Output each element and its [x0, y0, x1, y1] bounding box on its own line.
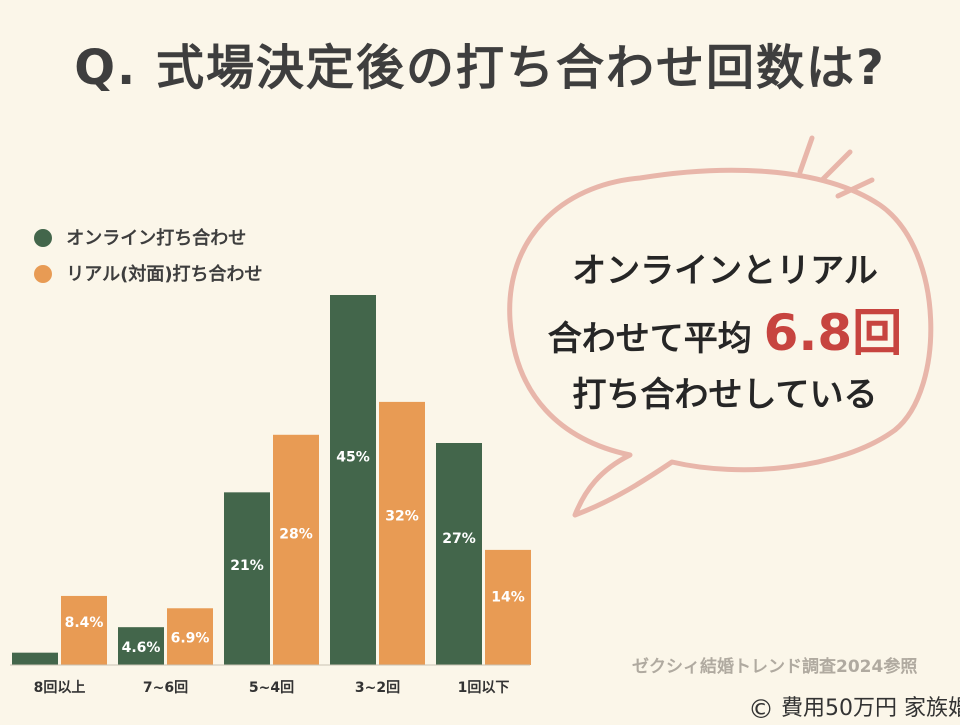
bar-online-3 [330, 295, 376, 665]
bar-online-2 [224, 492, 270, 665]
bar-online-1 [118, 627, 164, 665]
data-label-online-3: 45% [336, 450, 370, 466]
legend-item-real: リアル(対面)打ち合わせ [34, 260, 263, 286]
data-label-real-0: 8.4% [65, 615, 104, 631]
legend-label-real: リアル(対面)打ち合わせ [66, 264, 263, 285]
legend-swatch-online [34, 229, 52, 247]
bar-real-4 [485, 549, 531, 665]
bubble-line-2-prefix: 合わせて平均 [547, 319, 752, 359]
bubble-line-2: 合わせて平均 6.8回 [515, 302, 935, 364]
data-label-online-2: 21% [230, 558, 264, 574]
bubble-average-value: 6.8回 [763, 304, 903, 362]
bar-real-1 [167, 608, 213, 665]
data-label-real-1: 6.9% [171, 631, 210, 647]
bar-online-0 [12, 652, 58, 665]
bubble-accent-mark [835, 177, 875, 199]
data-label-real-4: 14% [491, 590, 525, 606]
speech-bubble [507, 167, 934, 518]
bar-real-3 [379, 401, 425, 665]
category-label-4: 1回以下 [458, 680, 510, 696]
bar-real-2 [273, 434, 319, 665]
data-label-real-2: 28% [279, 526, 313, 542]
data-label-real-3: 32% [385, 508, 419, 524]
bubble-accent-mark [797, 135, 815, 175]
brand-name: 費用50万円 家族婚 [781, 696, 960, 721]
bar-online-4 [436, 443, 482, 665]
bubble-line-1: オンラインとリアル [572, 251, 878, 291]
bar-real-0 [61, 595, 107, 665]
source-note: ゼクシィ結婚トレンド調査2024参照 [632, 657, 918, 677]
category-label-2: 5~4回 [249, 680, 294, 696]
category-label-1: 7~6回 [143, 680, 188, 696]
data-label-online-1: 4.6% [122, 640, 161, 656]
category-label-0: 8回以上 [34, 680, 86, 696]
data-label-online-4: 27% [442, 531, 476, 547]
copyright-mark: © [748, 695, 774, 725]
bubble-text: オンラインとリアル 合わせて平均 6.8回 打ち合わせしている [515, 240, 935, 426]
bubble-line-3: 打ち合わせしている [572, 375, 878, 415]
legend-label-online: オンライン打ち合わせ [66, 228, 247, 249]
legend-item-online: オンライン打ち合わせ [34, 224, 246, 250]
footer-logo: © 費用50万円 家族婚 [748, 690, 960, 725]
bubble-accent-mark [819, 149, 853, 183]
category-label-3: 3~2回 [355, 680, 400, 696]
page-title: Q. 式場決定後の打ち合わせ回数は? [74, 40, 886, 96]
legend-swatch-real [34, 265, 52, 283]
